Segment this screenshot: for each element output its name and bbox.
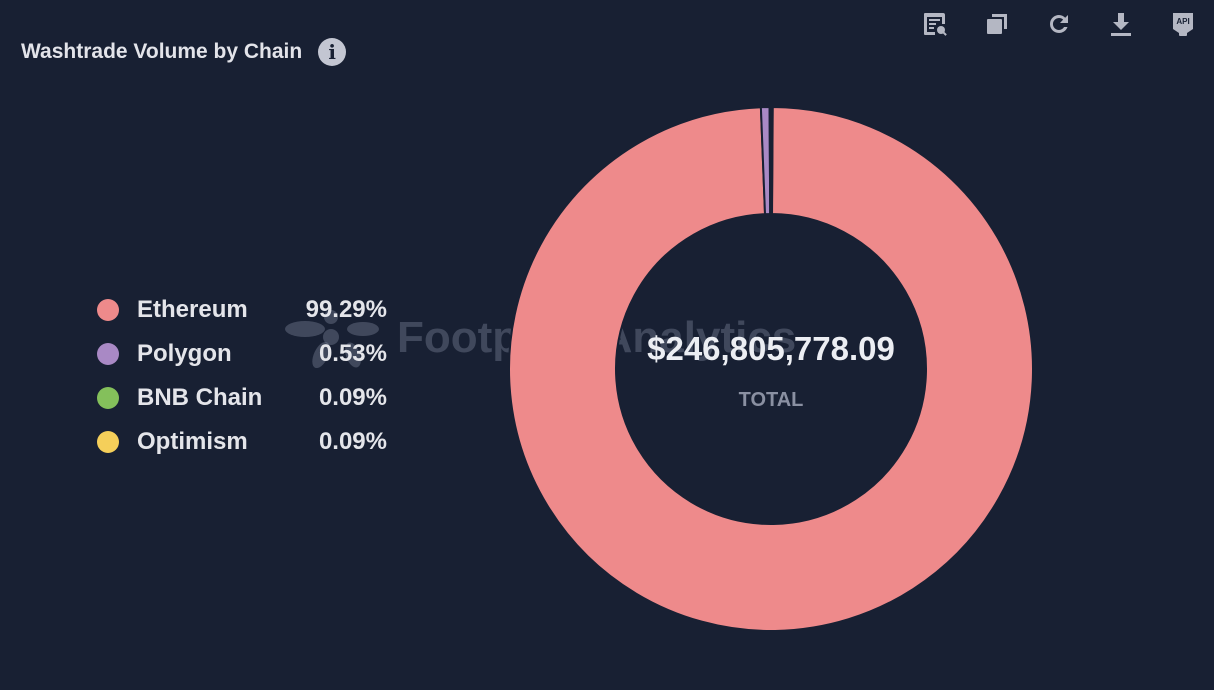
chart-title: Washtrade Volume by Chain [21, 40, 303, 63]
legend-label: BNB Chain [137, 384, 263, 411]
legend-value: 99.29% [305, 296, 387, 323]
api-button[interactable]: API [1170, 10, 1196, 38]
legend-swatch [97, 387, 119, 409]
chart-toolbar: API [922, 10, 1196, 38]
svg-text:API: API [1176, 17, 1189, 26]
chart-title-bar: Washtrade Volume by Chain i [21, 38, 347, 66]
donut-total-value: $246,805,778.09 [647, 330, 895, 367]
api-icon: API [1173, 13, 1193, 36]
legend-item[interactable]: Ethereum 99.29% [97, 288, 387, 332]
legend-label: Polygon [137, 340, 232, 367]
legend-swatch [97, 431, 119, 453]
legend-item[interactable]: Optimism 0.09% [97, 420, 387, 464]
download-button[interactable] [1108, 10, 1134, 38]
donut-slice-optimism[interactable] [770, 105, 774, 216]
donut-total-label: TOTAL [738, 389, 804, 411]
legend-swatch [97, 299, 119, 321]
legend-label: Ethereum [137, 296, 248, 323]
legend-item[interactable]: Polygon 0.53% [97, 332, 387, 376]
info-icon[interactable]: i [318, 38, 347, 66]
legend-swatch [97, 343, 119, 365]
duplicate-icon [987, 14, 1007, 34]
refresh-icon [1050, 15, 1068, 33]
legend-value: 0.53% [318, 340, 387, 367]
view-query-button[interactable] [922, 10, 948, 38]
download-icon [1111, 13, 1131, 36]
refresh-button[interactable] [1046, 10, 1072, 38]
legend-value: 0.09% [318, 384, 387, 411]
chart-legend: Ethereum 99.29% Polygon 0.53% BNB Chain … [97, 288, 387, 464]
view-query-icon [924, 13, 947, 36]
donut-slice-ethereum[interactable] [507, 105, 1034, 632]
duplicate-button[interactable] [984, 10, 1010, 38]
legend-label: Optimism [137, 428, 248, 455]
legend-value: 0.09% [318, 428, 387, 455]
legend-item[interactable]: BNB Chain 0.09% [97, 376, 387, 420]
